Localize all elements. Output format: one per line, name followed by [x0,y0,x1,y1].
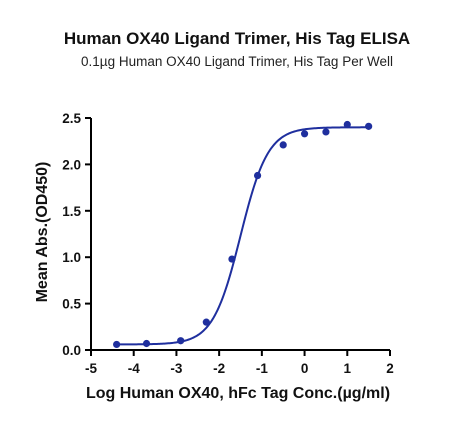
y-tick-label: 1.5 [62,204,81,219]
x-tick-label: -3 [170,361,182,376]
fit-curve [116,126,369,346]
data-point [202,318,210,326]
data-point [113,340,121,349]
y-tick-label: 1.0 [62,250,81,265]
chart-title: Human OX40 Ligand Trimer, His Tag ELISA [64,29,410,48]
x-tick-label: -5 [85,361,97,376]
data-point [300,130,309,138]
y-tick-label: 2.5 [62,111,81,126]
x-tick-label: -1 [256,361,268,376]
data-point [142,339,151,348]
data-point [279,141,287,149]
plot-area [113,120,373,349]
y-axis-title: Mean Abs.(OD450) [34,162,51,303]
y-tick-label: 0.0 [62,343,81,358]
data-point [322,128,330,136]
x-axis-ticks: -5 -4 -3 -2 -1 0 1 2 [85,350,394,376]
y-tick-label: 0.5 [62,297,81,312]
x-tick-label: 0 [301,361,309,376]
x-tick-label: 1 [344,361,352,376]
y-axis-ticks: 0.0 0.5 1.0 1.5 2.0 2.5 [62,111,91,358]
x-tick-label: 2 [386,361,394,376]
x-tick-label: -2 [213,361,225,376]
x-tick-label: -4 [128,361,140,376]
data-point [177,337,185,345]
data-point [228,255,236,263]
x-axis-title: Log Human OX40, hFc Tag Conc.(µg/ml) [86,385,390,402]
data-point [343,120,351,129]
y-tick-label: 2.0 [62,157,81,172]
chart-subtitle: 0.1µg Human OX40 Ligand Trimer, His Tag … [81,54,393,69]
data-point [253,171,262,180]
data-point [365,122,373,130]
